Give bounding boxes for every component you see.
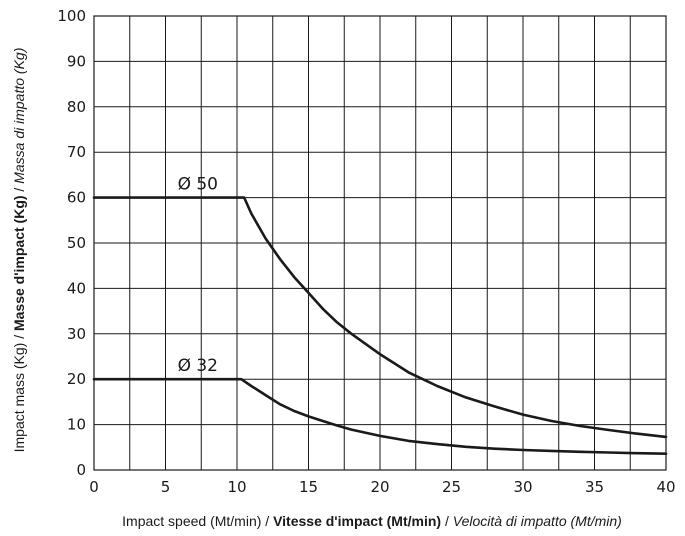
x-tick-label: 10 bbox=[227, 478, 246, 496]
x-tick-label: 15 bbox=[299, 478, 318, 496]
series-label-2: Ø 32 bbox=[178, 356, 218, 376]
x-tick-label: 20 bbox=[370, 478, 389, 496]
x-tick-label: 0 bbox=[89, 478, 99, 496]
y-tick-label: 60 bbox=[67, 189, 86, 207]
series-line-1 bbox=[92, 196, 668, 439]
y-tick-label: 0 bbox=[76, 461, 86, 479]
y-tick-label: 80 bbox=[67, 98, 86, 116]
y-tick-labels: 0 10 20 30 40 50 60 70 80 90 100 bbox=[57, 7, 86, 479]
y-tick-label: 30 bbox=[67, 325, 86, 343]
y-tick-label: 100 bbox=[57, 7, 86, 25]
x-tick-label: 35 bbox=[585, 478, 604, 496]
x-axis-label: Impact speed (Mt/min) / Vitesse d'impact… bbox=[122, 513, 622, 529]
y-axis-label: Impact mass (Kg) / Masse d'impact (Kg) /… bbox=[11, 48, 27, 453]
x-tick-label: 25 bbox=[442, 478, 461, 496]
series-curves bbox=[92, 196, 668, 455]
x-tick-label: 40 bbox=[656, 478, 675, 496]
plot-border bbox=[93, 15, 667, 471]
series-labels: Ø 50 Ø 32 bbox=[178, 175, 218, 377]
y-tick-label: 70 bbox=[67, 143, 86, 161]
y-tick-label: 50 bbox=[67, 234, 86, 252]
y-tick-label: 20 bbox=[67, 370, 86, 388]
x-tick-label: 5 bbox=[161, 478, 171, 496]
grid bbox=[94, 16, 666, 470]
y-tick-label: 40 bbox=[67, 279, 86, 297]
plot-frame bbox=[93, 15, 667, 471]
y-tick-label: 10 bbox=[67, 416, 86, 434]
series-label-1: Ø 50 bbox=[178, 175, 218, 195]
x-tick-label: 30 bbox=[513, 478, 532, 496]
y-tick-label: 90 bbox=[67, 52, 86, 70]
series-line-2 bbox=[92, 377, 668, 455]
x-tick-labels: 0 5 10 15 20 25 30 35 40 bbox=[89, 478, 675, 496]
